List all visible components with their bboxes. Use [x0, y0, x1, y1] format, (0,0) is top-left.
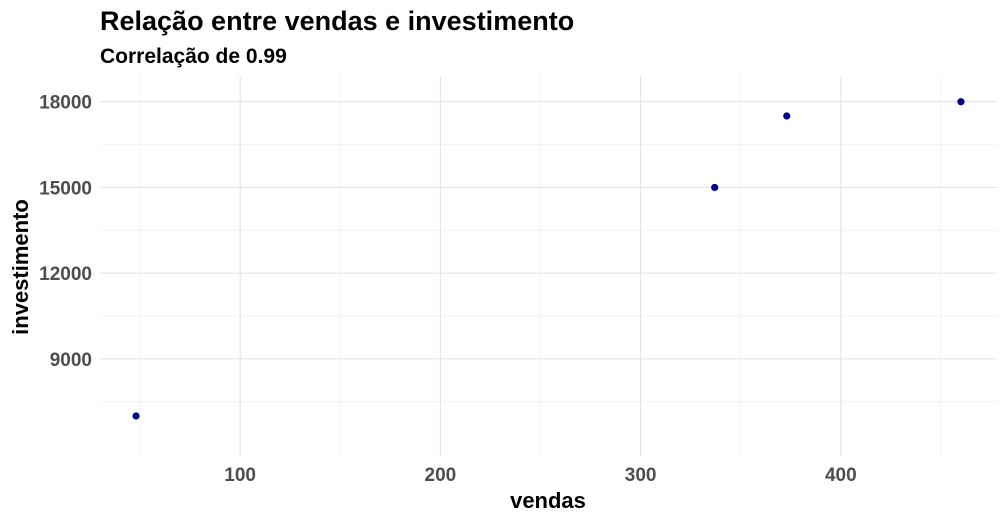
- grid-lines: [100, 76, 997, 456]
- chart-title: Relação entre vendas e investimento: [100, 6, 574, 36]
- y-tick-label: 9000: [50, 350, 92, 371]
- y-tick-label: 12000: [39, 264, 92, 285]
- x-tick-label: 400: [825, 465, 857, 486]
- data-points: [132, 98, 965, 420]
- y-tick-label: 18000: [39, 93, 92, 114]
- x-axis-title: vendas: [510, 488, 586, 513]
- chart-subtitle: Correlação de 0.99: [100, 45, 287, 68]
- data-point: [132, 412, 140, 420]
- data-point: [711, 183, 719, 192]
- x-axis-ticks: 100 200 300 400: [224, 465, 856, 486]
- x-tick-label: 200: [425, 465, 457, 486]
- x-tick-label: 100: [224, 465, 256, 486]
- y-tick-label: 15000: [39, 178, 92, 199]
- data-point: [783, 112, 791, 120]
- x-tick-label: 300: [625, 465, 657, 486]
- data-point: [957, 98, 965, 106]
- y-axis-ticks: 9000 12000 15000 18000: [39, 93, 92, 371]
- y-axis-title: investimento: [8, 199, 33, 335]
